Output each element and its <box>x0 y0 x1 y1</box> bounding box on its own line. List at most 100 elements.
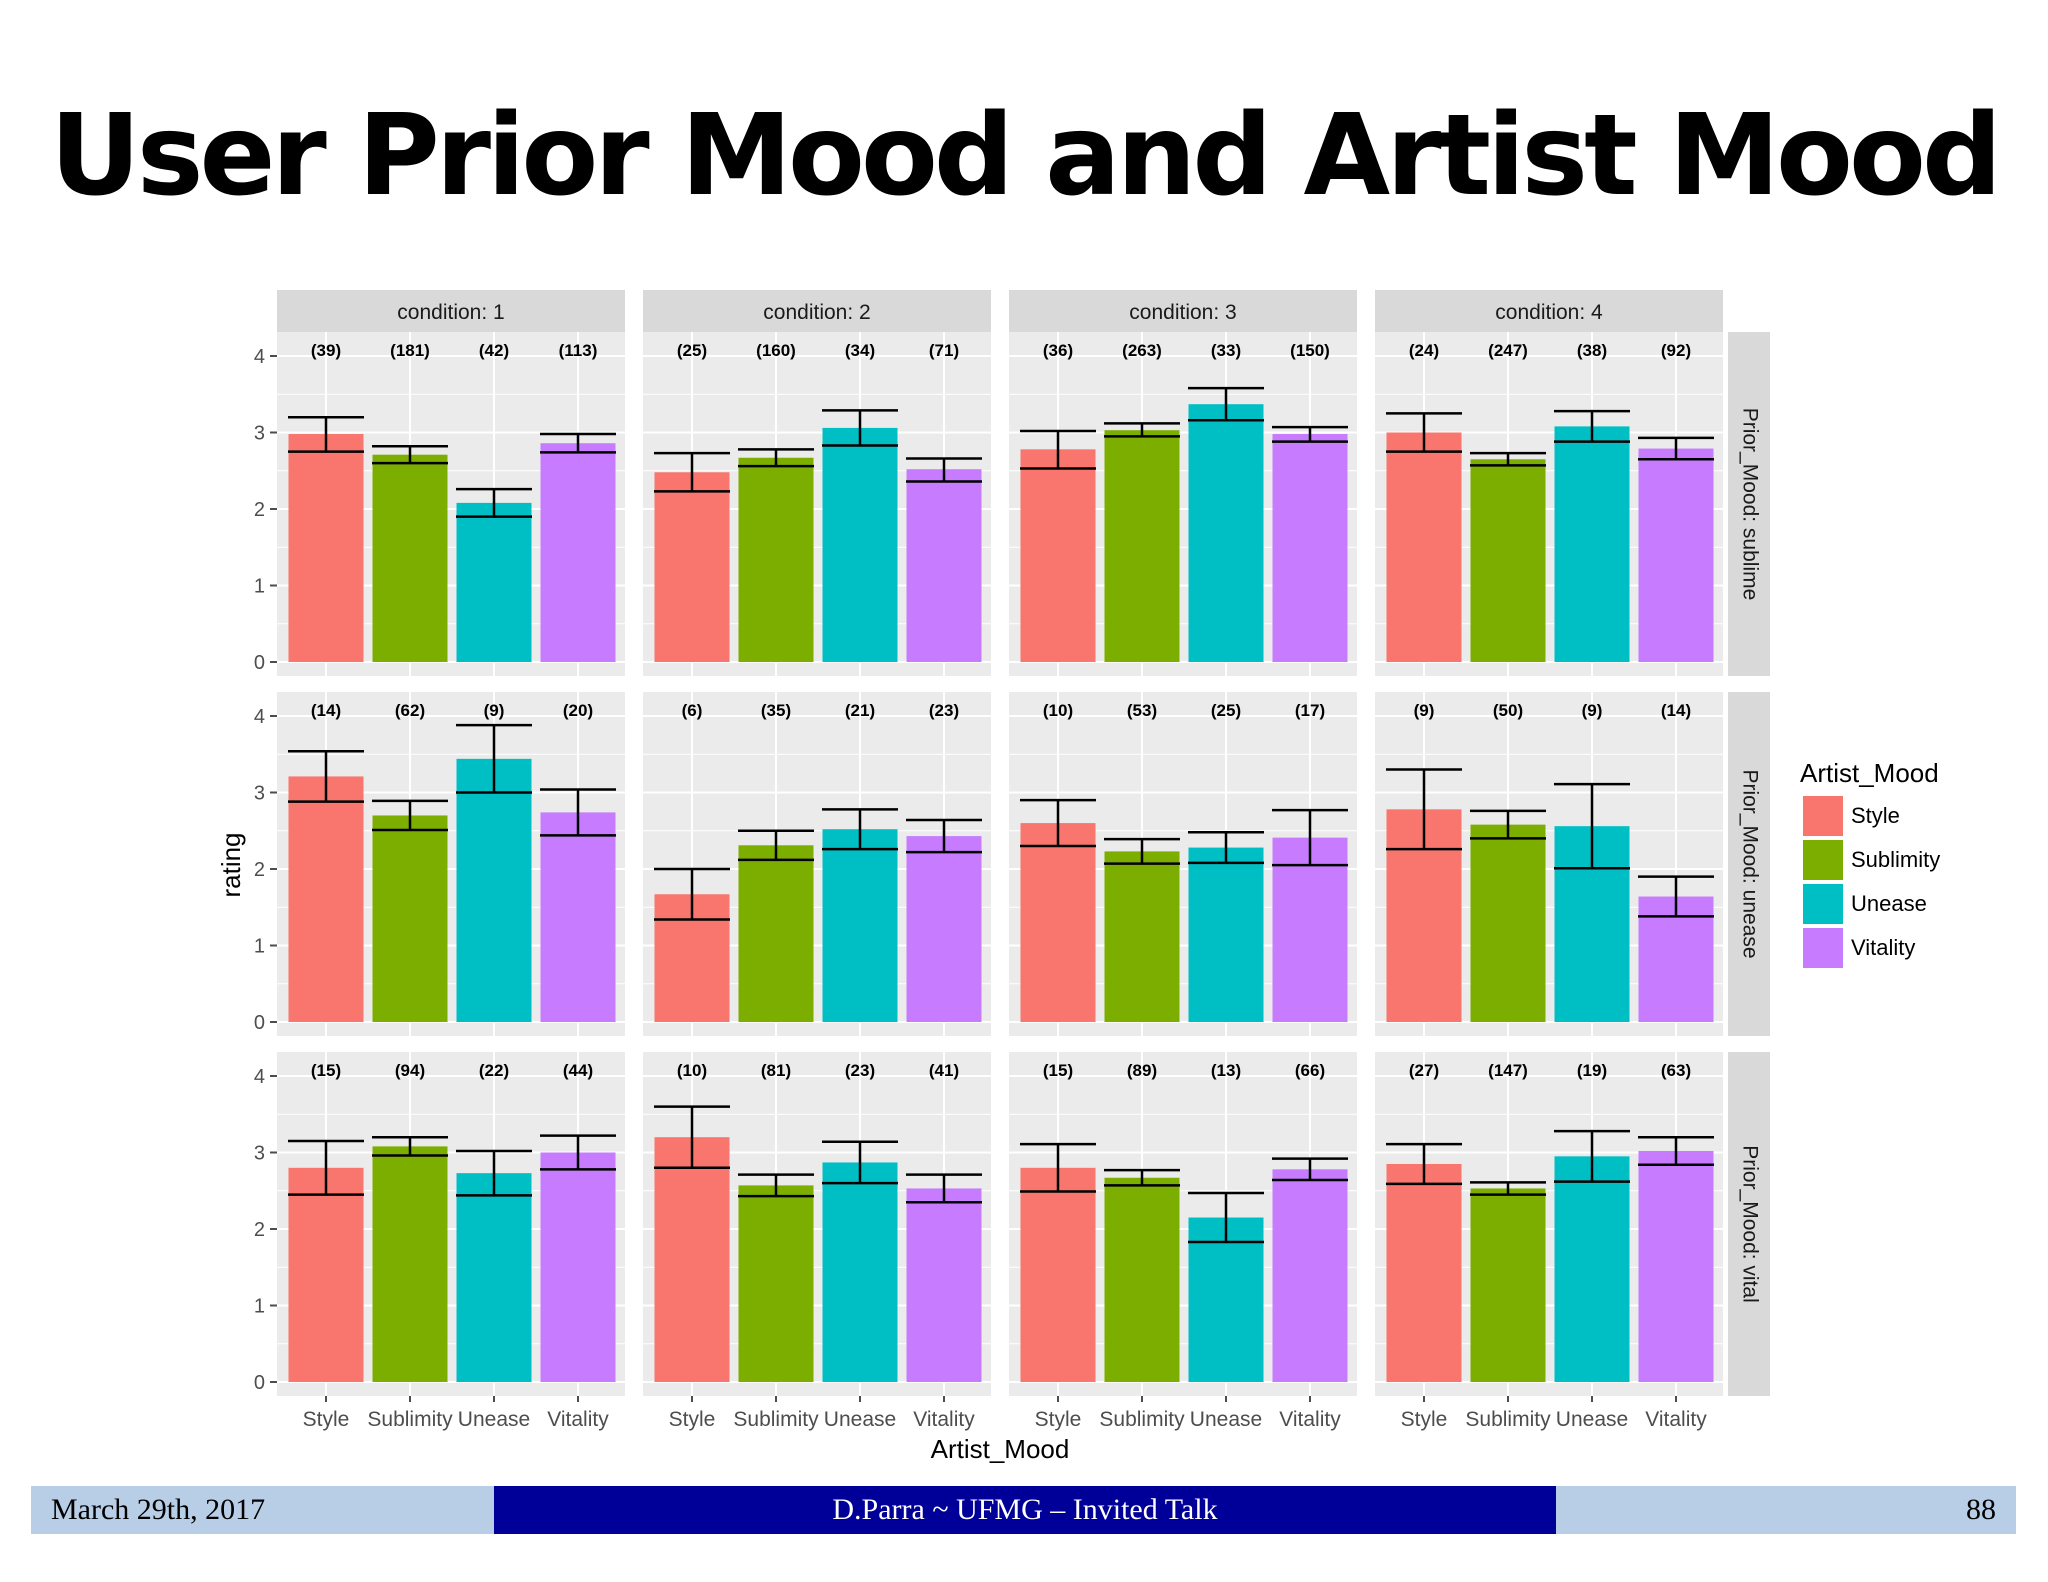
count-label: (71) <box>929 341 959 360</box>
facet-strip-row-label: Prior_Mood: sublime <box>1738 408 1761 601</box>
facet-strip-row-label: Prior_Mood: vital <box>1738 1145 1761 1303</box>
x-tick-label: Style <box>1401 1408 1448 1431</box>
slide-footer: March 29th, 2017 D.Parra ~ UFMG – Invite… <box>31 1486 2016 1534</box>
count-label: (66) <box>1295 1061 1325 1080</box>
count-label: (25) <box>677 341 707 360</box>
count-label: (41) <box>929 1061 959 1080</box>
bar-sublimity <box>372 815 448 1022</box>
bar-style <box>1020 449 1096 662</box>
count-label: (35) <box>761 701 791 720</box>
x-tick-label: Vitality <box>1279 1408 1341 1431</box>
bar-sublimity <box>1470 824 1546 1022</box>
bar-sublimity <box>1470 459 1546 662</box>
faceted-bar-chart: condition: 1 condition: 2 condition: 3 cond… <box>216 290 1940 1464</box>
count-label: (160) <box>756 341 796 360</box>
count-label: (81) <box>761 1061 791 1080</box>
x-tick-label: Sublimity <box>733 1408 819 1431</box>
x-tick-label: Vitality <box>547 1408 609 1431</box>
bar-vitality <box>1638 1150 1714 1382</box>
x-tick-label: Style <box>669 1408 716 1431</box>
legend-swatch-sublimity <box>1803 840 1843 880</box>
bar-unease <box>456 1173 532 1382</box>
count-label: (147) <box>1488 1061 1528 1080</box>
bar-vitality <box>1272 837 1348 1022</box>
y-tick-label: 2 <box>254 1219 265 1241</box>
count-label: (53) <box>1127 701 1157 720</box>
count-label: (263) <box>1122 341 1162 360</box>
footer-date: March 29th, 2017 <box>31 1486 494 1534</box>
count-label: (34) <box>845 341 875 360</box>
bar-unease <box>822 829 898 1022</box>
bar-unease <box>822 427 898 662</box>
bar-vitality <box>540 812 616 1022</box>
legend-label: Vitality <box>1851 935 1915 960</box>
count-label: (94) <box>395 1061 425 1080</box>
count-label: (92) <box>1661 341 1691 360</box>
count-label: (33) <box>1211 341 1241 360</box>
y-tick-label: 2 <box>254 859 265 881</box>
x-tick-label: Unease <box>458 1408 530 1431</box>
bar-sublimity <box>738 845 814 1022</box>
x-tick-label: Vitality <box>913 1408 975 1431</box>
bar-vitality <box>540 1152 616 1382</box>
legend-label: Sublimity <box>1851 847 1940 872</box>
facet-strip-column <box>1375 290 1723 332</box>
legend-swatch-style <box>1803 796 1843 836</box>
facet-strip-row-label: Prior_Mood: unease <box>1738 769 1761 958</box>
count-label: (36) <box>1043 341 1073 360</box>
count-label: (181) <box>390 341 430 360</box>
bar-sublimity <box>738 457 814 662</box>
bar-unease <box>1188 404 1264 662</box>
facet-strip-row <box>1728 332 1770 676</box>
y-tick-label: 1 <box>254 1296 265 1318</box>
slide-title: User Prior Mood and Artist Mood <box>49 91 2002 221</box>
bar-sublimity <box>1104 430 1180 662</box>
bar-unease <box>456 758 532 1022</box>
bar-vitality <box>1272 1169 1348 1382</box>
count-label: (15) <box>1043 1061 1073 1080</box>
bar-style <box>1386 1163 1462 1382</box>
count-label: (9) <box>1582 701 1603 720</box>
legend-swatch-unease <box>1803 884 1843 924</box>
facet-strip-column <box>643 290 991 332</box>
x-tick-label: Unease <box>824 1408 896 1431</box>
count-label: (44) <box>563 1061 593 1080</box>
x-tick-label: Style <box>1035 1408 1082 1431</box>
footer-talk-title: D.Parra ~ UFMG – Invited Talk <box>494 1486 1556 1534</box>
x-tick-label: Sublimity <box>1465 1408 1551 1431</box>
count-label: (6) <box>682 701 703 720</box>
y-tick-label: 4 <box>254 346 265 368</box>
y-tick-label: 3 <box>254 1143 265 1165</box>
bar-style <box>654 472 730 662</box>
count-label: (15) <box>311 1061 341 1080</box>
bar-vitality <box>540 443 616 662</box>
bar-vitality <box>906 469 982 662</box>
bar-style <box>654 1137 730 1382</box>
bar-unease <box>1554 426 1630 662</box>
facet-strip-column-label: condition: 2 <box>763 301 870 324</box>
legend-title: Artist_Mood <box>1800 758 1939 788</box>
facet-strip-column <box>277 290 625 332</box>
facet-strip-column-label: condition: 1 <box>397 301 504 324</box>
y-tick-label: 0 <box>254 652 265 674</box>
y-tick-label: 1 <box>254 936 265 958</box>
bar-style <box>1020 1167 1096 1382</box>
bar-unease <box>1188 847 1264 1022</box>
bar-vitality <box>906 836 982 1022</box>
count-label: (9) <box>1414 701 1435 720</box>
count-label: (89) <box>1127 1061 1157 1080</box>
bar-sublimity <box>372 1146 448 1382</box>
y-tick-label: 3 <box>254 783 265 805</box>
count-label: (50) <box>1493 701 1523 720</box>
bar-sublimity <box>1470 1188 1546 1382</box>
legend-label: Unease <box>1851 891 1927 916</box>
legend-swatch-vitality <box>1803 928 1843 968</box>
count-label: (247) <box>1488 341 1528 360</box>
bar-sublimity <box>1104 851 1180 1022</box>
legend-label: Style <box>1851 803 1900 828</box>
y-tick-label: 4 <box>254 1066 265 1088</box>
x-tick-label: Unease <box>1556 1408 1628 1431</box>
count-label: (22) <box>479 1061 509 1080</box>
count-label: (9) <box>484 701 505 720</box>
bar-unease <box>822 1162 898 1382</box>
